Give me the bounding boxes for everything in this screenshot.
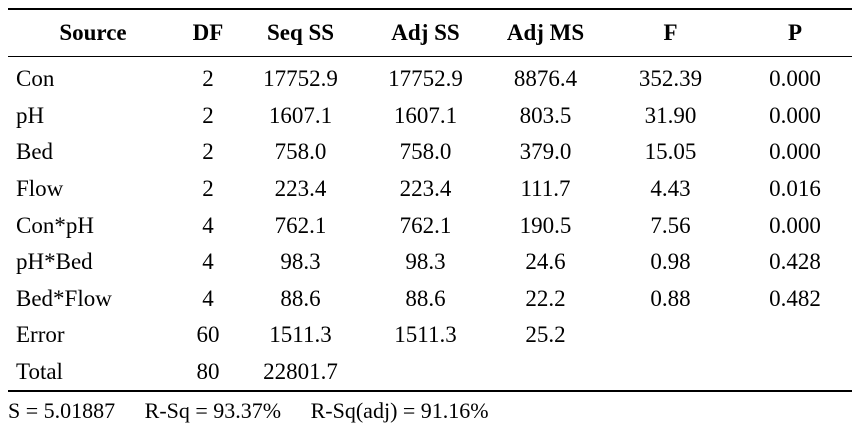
header-p: P <box>787 20 803 45</box>
cell-adj-ms: 22.2 <box>525 285 566 311</box>
table-row: Total 80 22801.7 <box>8 354 852 392</box>
cell-adj-ms <box>488 354 603 392</box>
header-row: Source DF Seq SS Adj SS Adj MS F P <box>8 9 852 57</box>
table-row: Bed 2 758.0 758.0 379.0 15.05 0.000 <box>8 134 852 171</box>
cell-source: Bed*Flow <box>16 285 112 311</box>
table-row: Con 2 17752.9 17752.9 8876.4 352.39 0.000 <box>8 57 852 98</box>
cell-seq-ss: 17752.9 <box>263 66 338 92</box>
anova-table: Source DF Seq SS Adj SS Adj MS F P Con 2 1… <box>8 8 852 392</box>
cell-adj-ms: 803.5 <box>519 102 572 128</box>
cell-df: 60 <box>196 322 220 348</box>
header-source: Source <box>59 20 127 45</box>
table-body: Con 2 17752.9 17752.9 8876.4 352.39 0.000 pH 2 16… <box>8 57 852 392</box>
cell-adj-ss: 1511.3 <box>394 322 457 348</box>
cell-f <box>603 354 738 392</box>
header-seq-ss: Seq SS <box>266 20 335 45</box>
table-row: Con*pH 4 762.1 762.1 190.5 7.56 0.000 <box>8 207 852 244</box>
cell-source: Error <box>16 322 65 348</box>
cell-source: Bed <box>16 139 54 165</box>
cell-seq-ss: 22801.7 <box>263 359 338 385</box>
table-row: pH 2 1607.1 1607.1 803.5 31.90 0.000 <box>8 98 852 135</box>
cell-source: pH <box>16 102 45 128</box>
summary-s: S = 5.01887 <box>8 398 116 423</box>
cell-seq-ss: 98.3 <box>280 249 321 275</box>
cell-source: Con <box>16 66 55 92</box>
cell-adj-ss: 1607.1 <box>393 102 458 128</box>
cell-adj-ms: 379.0 <box>519 139 572 165</box>
cell-f: 0.98 <box>650 249 691 275</box>
cell-adj-ss: 758.0 <box>399 139 452 165</box>
cell-df: 2 <box>202 176 214 202</box>
header-df: DF <box>192 20 224 45</box>
table-row: Bed*Flow 4 88.6 88.6 22.2 0.88 0.482 <box>8 281 852 318</box>
cell-df: 2 <box>202 139 214 165</box>
cell-p: 0.000 <box>769 66 821 92</box>
cell-p: 0.428 <box>769 249 821 275</box>
cell-df: 80 <box>196 359 220 385</box>
cell-adj-ss: 17752.9 <box>388 66 463 92</box>
cell-adj-ms: 8876.4 <box>513 66 578 92</box>
cell-seq-ss: 1607.1 <box>268 102 333 128</box>
cell-p <box>738 354 852 392</box>
cell-adj-ss <box>363 354 488 392</box>
cell-seq-ss: 223.4 <box>274 176 327 202</box>
table-row: pH*Bed 4 98.3 98.3 24.6 0.98 0.428 <box>8 244 852 281</box>
cell-source: Total <box>16 359 63 385</box>
summary-rsq-adj: R-Sq(adj) = 91.16% <box>310 398 489 423</box>
cell-f <box>603 317 738 354</box>
cell-f: 7.56 <box>650 212 691 238</box>
table-header: Source DF Seq SS Adj SS Adj MS F P <box>8 9 852 57</box>
cell-df: 4 <box>202 285 214 311</box>
table-row: Error 60 1511.3 1511.3 25.2 <box>8 317 852 354</box>
cell-p <box>738 317 852 354</box>
cell-p: 0.482 <box>769 285 821 311</box>
cell-adj-ss: 88.6 <box>405 285 446 311</box>
cell-adj-ss: 223.4 <box>399 176 452 202</box>
cell-seq-ss: 88.6 <box>280 285 321 311</box>
cell-adj-ms: 190.5 <box>519 212 572 238</box>
cell-adj-ms: 111.7 <box>520 176 571 202</box>
cell-p: 0.016 <box>769 176 821 202</box>
cell-df: 2 <box>202 102 214 128</box>
cell-adj-ms: 25.2 <box>525 322 566 348</box>
cell-f: 15.05 <box>644 139 697 165</box>
cell-adj-ms: 24.6 <box>525 249 566 275</box>
cell-source: Con*pH <box>16 212 94 238</box>
cell-seq-ss: 762.1 <box>274 212 327 238</box>
cell-p: 0.000 <box>769 212 821 238</box>
cell-f: 31.90 <box>644 102 697 128</box>
cell-adj-ss: 98.3 <box>405 249 446 275</box>
model-summary: S = 5.01887 R-Sq = 93.37% R-Sq(adj) = 91… <box>8 398 513 424</box>
anova-table-container: Source DF Seq SS Adj SS Adj MS F P Con 2 1… <box>8 8 852 392</box>
header-adj-ms: Adj MS <box>506 20 585 45</box>
cell-adj-ss: 762.1 <box>399 212 452 238</box>
cell-f: 352.39 <box>638 66 703 92</box>
cell-f: 4.43 <box>650 176 691 202</box>
summary-rsq: R-Sq = 93.37% <box>144 398 282 423</box>
cell-f: 0.88 <box>650 285 691 311</box>
cell-seq-ss: 1511.3 <box>269 322 332 348</box>
header-adj-ss: Adj SS <box>391 20 460 45</box>
cell-seq-ss: 758.0 <box>274 139 327 165</box>
header-f: F <box>663 20 678 45</box>
cell-source: pH*Bed <box>16 249 93 275</box>
cell-source: Flow <box>16 176 64 202</box>
cell-df: 4 <box>202 212 214 238</box>
cell-p: 0.000 <box>769 102 821 128</box>
cell-df: 2 <box>202 66 214 92</box>
cell-p: 0.000 <box>769 139 821 165</box>
cell-df: 4 <box>202 249 214 275</box>
table-row: Flow 2 223.4 223.4 111.7 4.43 0.016 <box>8 171 852 208</box>
